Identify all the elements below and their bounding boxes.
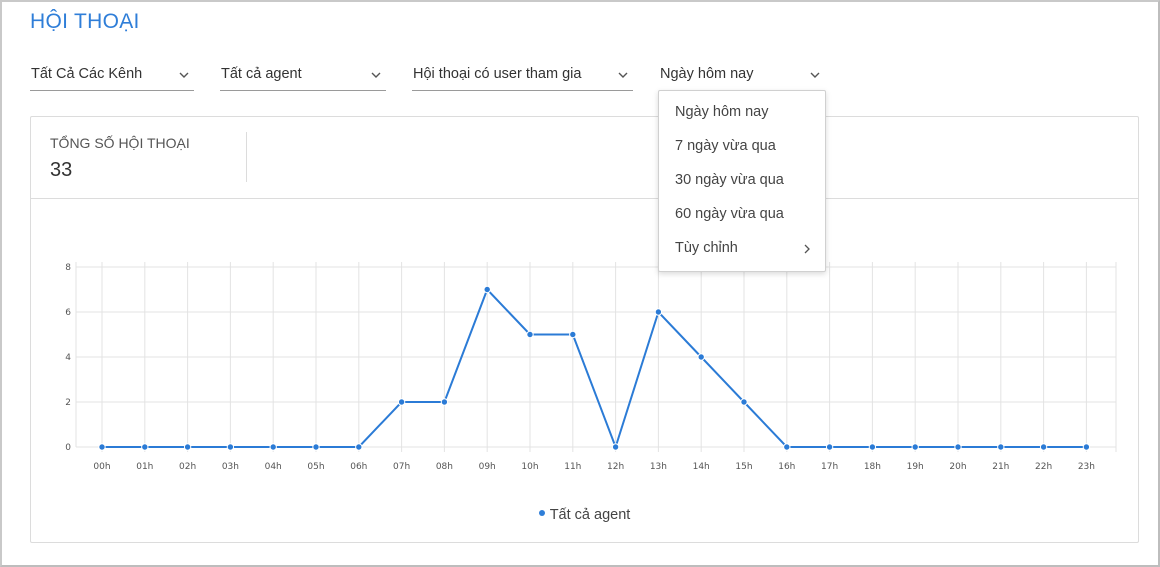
data-point [611,443,620,451]
x-tick-label: 20h [949,462,966,472]
y-tick-label: 6 [65,308,71,318]
date-range-filter-label: Ngày hôm nay [660,66,754,82]
chevron-down-icon [178,70,190,80]
total-conversations-label: TỔNG SỐ HỘI THOẠI [50,135,190,151]
agent-filter-select[interactable]: Tất cả agent [220,58,386,91]
date-option-label: Ngày hôm nay [675,104,769,120]
chevron-down-icon [617,70,629,80]
date-option-7-days[interactable]: 7 ngày vừa qua [659,130,825,164]
legend-marker [538,510,545,517]
chevron-down-icon [370,70,382,80]
data-point [483,285,491,294]
chevron-right-icon [803,243,811,255]
x-tick-label: 03h [222,462,239,472]
data-point [1082,443,1091,451]
date-option-custom[interactable]: Tùy chỉnh [659,232,825,266]
series-line [102,287,1087,451]
data-point [654,308,663,316]
conversation-type-filter-select[interactable]: Hội thoại có user tham gia [412,58,633,91]
agent-filter-label: Tất cả agent [221,66,302,82]
data-point [98,443,106,451]
x-tick-label: 15h [735,462,752,472]
date-option-label: Tùy chỉnh [675,240,738,256]
x-tick-label: 01h [136,462,153,472]
x-tick-label: 16h [778,462,795,472]
x-tick-label: 19h [907,462,924,472]
conversations-line-chart: 0 2 4 6 8 00h 01h 02h 03h 04h 05h 06h 07h 08h 09h 10h 11… [65,262,1117,472]
data-point [440,398,449,406]
x-tick-label: 22h [1035,462,1052,472]
x-tick-label: 00h [93,462,110,472]
legend-label: Tất cả agent [549,507,631,523]
data-point [526,330,534,339]
data-point [397,398,406,406]
x-tick-label: 10h [521,462,538,472]
chevron-down-icon [809,70,821,80]
data-point [954,443,962,451]
data-point [911,443,919,451]
date-option-label: 7 ngày vừa qua [675,138,776,154]
data-point [825,443,834,451]
data-point [226,443,235,451]
x-tick-label: 02h [179,462,196,472]
x-tick-label: 13h [650,462,667,472]
data-point [569,330,577,339]
channel-filter-select[interactable]: Tất Cả Các Kênh [30,58,194,91]
data-point [868,443,877,451]
date-option-label: 30 ngày vừa qua [675,172,784,188]
data-point [269,443,277,451]
x-tick-label: 21h [992,462,1009,472]
x-tick-label: 08h [436,462,453,472]
x-tick-label: 23h [1078,462,1095,472]
x-tick-label: 05h [307,462,324,472]
data-point [1039,443,1048,451]
date-option-60-days[interactable]: 60 ngày vừa qua [659,198,825,232]
data-point [997,443,1005,451]
page-title: HỘI THOẠI [30,10,140,33]
conversation-type-filter-label: Hội thoại có user tham gia [413,66,582,82]
data-point [141,443,149,451]
date-range-filter-select[interactable]: Ngày hôm nay [659,58,825,91]
x-tick-label: 06h [350,462,367,472]
channel-filter-label: Tất Cả Các Kênh [31,66,143,82]
x-tick-label: 12h [607,462,624,472]
x-tick-label: 14h [693,462,710,472]
x-tick-label: 04h [265,462,282,472]
data-point [783,443,791,451]
data-point [355,443,363,451]
y-tick-label: 4 [65,353,71,363]
x-tick-label: 07h [393,462,410,472]
x-tick-label: 18h [864,462,881,472]
date-option-label: 60 ngày vừa qua [675,206,784,222]
y-tick-label: 0 [65,443,71,453]
data-point [740,398,748,406]
data-point [183,443,192,451]
date-option-30-days[interactable]: 30 ngày vừa qua [659,164,825,198]
total-conversations-value: 33 [50,159,73,181]
card-separator [31,198,1138,199]
x-tick-label: 17h [821,462,838,472]
x-tick-label: 09h [479,462,496,472]
date-range-dropdown-menu: Ngày hôm nay 7 ngày vừa qua 30 ngày vừa … [658,90,826,272]
chart-legend[interactable]: Tất cả agent [31,507,1138,523]
conversation-stats-card: TỔNG SỐ HỘI THOẠI 33 0 2 4 6 8 00h 01h 02h 03h 04… [30,116,1139,543]
data-point [697,353,705,361]
y-tick-label: 8 [65,263,71,273]
y-tick-label: 2 [65,398,71,408]
date-option-today[interactable]: Ngày hôm nay [659,96,825,130]
stat-divider [246,132,247,182]
x-tick-label: 11h [564,462,581,472]
data-point [312,443,320,451]
